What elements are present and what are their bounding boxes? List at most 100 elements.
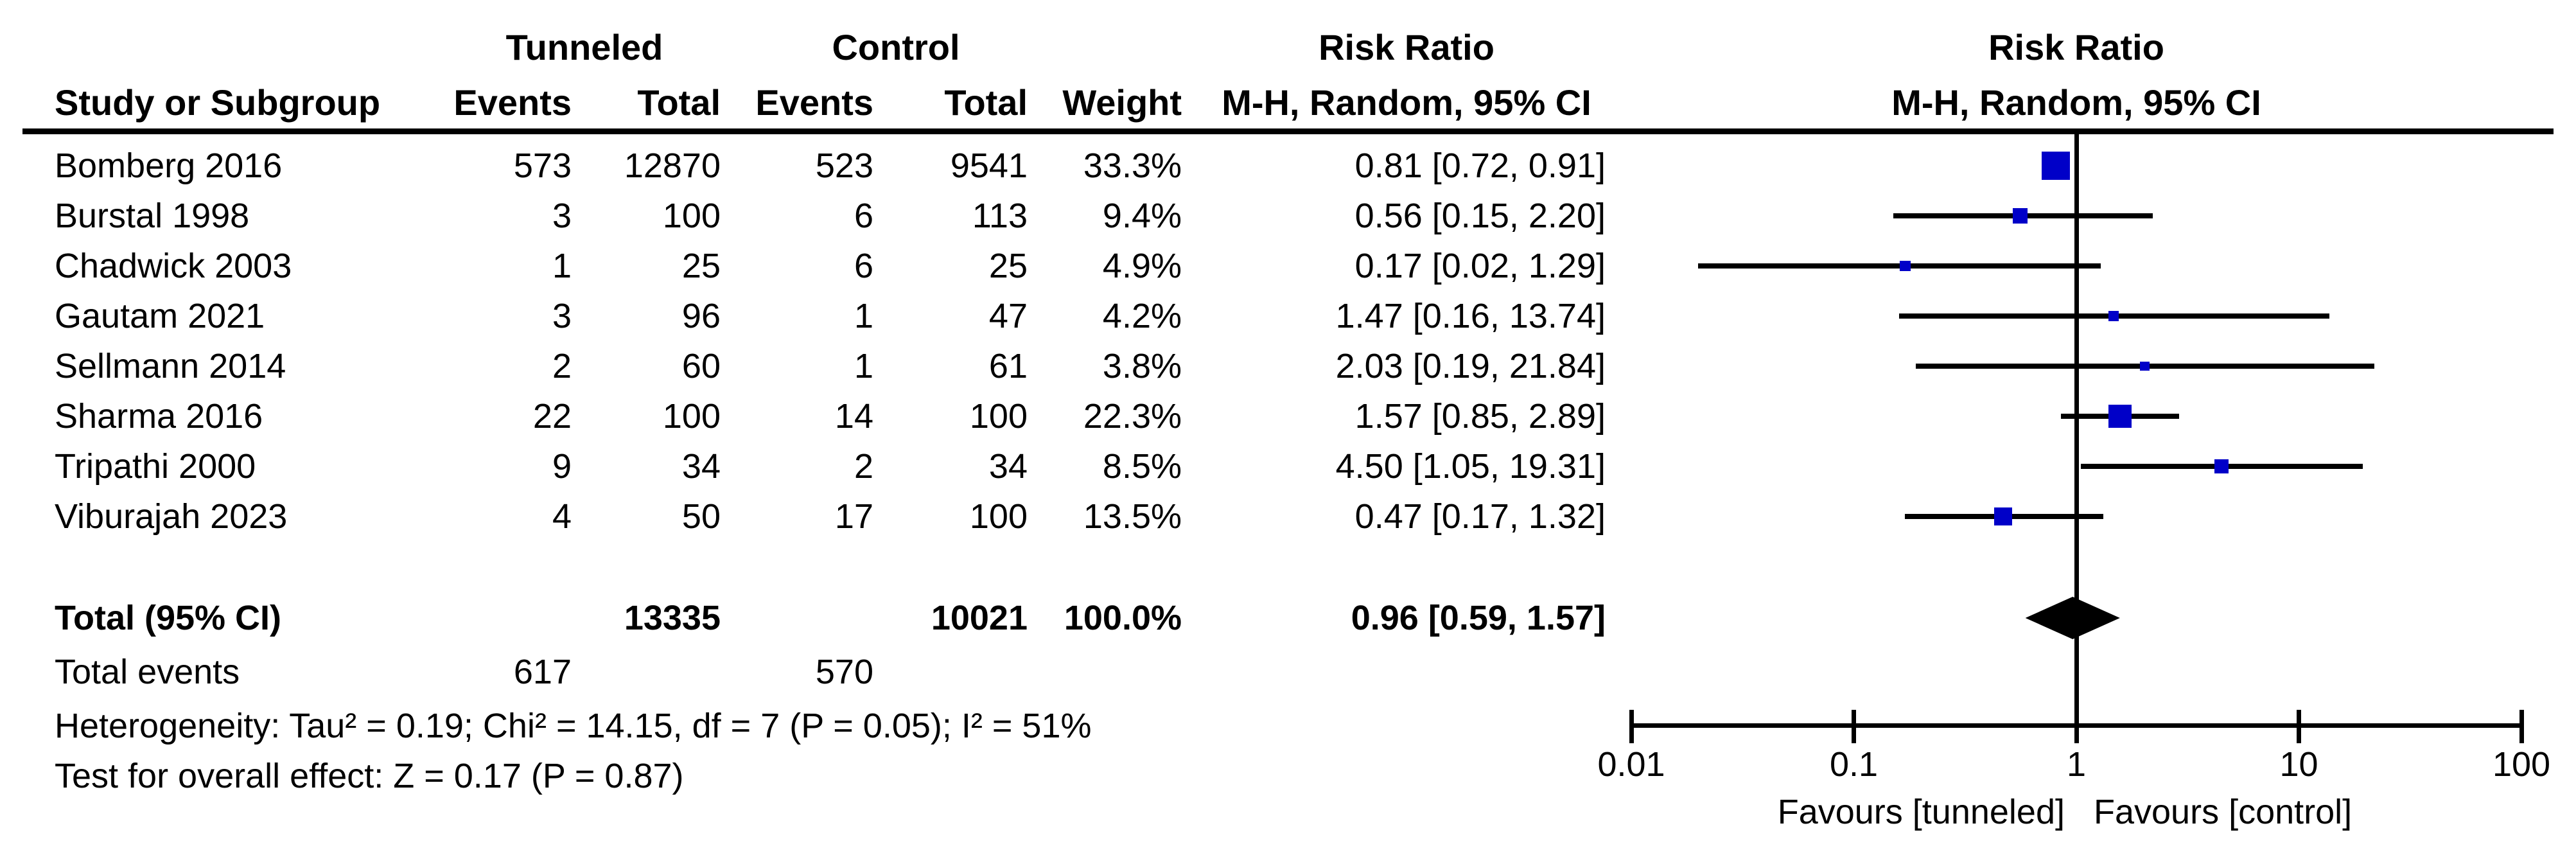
- study-row-label: Viburajah 2023: [55, 497, 288, 536]
- study-row-t_events: 3: [552, 197, 572, 235]
- study-row-t_total: 100: [662, 397, 721, 436]
- x-axis-tick-label: 0.1: [1829, 745, 1879, 784]
- study-row-t_events: 1: [552, 247, 572, 285]
- study-row-label: Gautam 2021: [55, 297, 265, 335]
- rr-plot-column-title: Risk Ratio: [1988, 27, 2164, 67]
- study-row-t_events: 22: [532, 397, 572, 436]
- heterogeneity-stats: Heterogeneity: Tau² = 0.19; Chi² = 14.15…: [55, 707, 1092, 745]
- study-row-t_events: 9: [552, 447, 572, 486]
- study-row-c_events: 2: [854, 447, 873, 486]
- study-row-c_events: 14: [834, 397, 873, 436]
- column-header-control-total: Total: [944, 82, 1028, 123]
- study-row-rr_text: 0.17 [0.02, 1.29]: [1354, 247, 1606, 285]
- favours-right-label: Favours [control]: [2094, 793, 2353, 831]
- study-row-rr_text: 2.03 [0.19, 21.84]: [1335, 347, 1606, 385]
- study-row-weight: 3.8%: [1102, 347, 1182, 385]
- study-row-weight: 13.5%: [1083, 497, 1182, 536]
- study-row-label: Bomberg 2016: [55, 146, 283, 185]
- study-row-t_total: 100: [662, 197, 721, 235]
- x-axis-tick: [2297, 710, 2301, 743]
- total-row-label: Total (95% CI): [55, 599, 282, 637]
- study-row-c_events: 17: [834, 497, 873, 536]
- x-axis-tick: [1629, 710, 1634, 743]
- study-row-t_total: 60: [681, 347, 721, 385]
- study-row-c_total: 9541: [950, 146, 1028, 185]
- column-header-tunneled-total: Total: [637, 82, 721, 123]
- study-row-t_events: 4: [552, 497, 572, 536]
- effect-square: [2042, 152, 2071, 180]
- study-row-t_total: 12870: [624, 146, 721, 185]
- ci-line: [1698, 263, 2101, 269]
- study-row-c_events: 6: [854, 197, 873, 235]
- null-effect-line: [2074, 134, 2079, 725]
- study-row-c_events: 1: [854, 347, 873, 385]
- header-divider: [22, 128, 2554, 134]
- study-row-t_events: 2: [552, 347, 572, 385]
- x-axis-tick: [2519, 710, 2524, 743]
- effect-square: [1899, 260, 1911, 272]
- study-row-c_total: 61: [988, 347, 1028, 385]
- x-axis-tick-label: 10: [2279, 745, 2318, 784]
- study-row-label: Burstal 1998: [55, 197, 250, 235]
- study-row-c_total: 34: [988, 447, 1028, 486]
- effect-square: [2140, 361, 2150, 371]
- total-row-c_total: 10021: [931, 599, 1028, 637]
- study-row-rr_text: 0.56 [0.15, 2.20]: [1354, 197, 1606, 235]
- study-row-weight: 33.3%: [1083, 146, 1182, 185]
- column-header-rr-plot: M-H, Random, 95% CI: [1891, 82, 2261, 123]
- group-header-tunneled: Tunneled: [505, 27, 663, 67]
- total-row-rr_text: 0.96 [0.59, 1.57]: [1351, 599, 1606, 637]
- study-row-t_total: 34: [681, 447, 721, 486]
- total-row-weight: 100.0%: [1064, 599, 1182, 637]
- favours-left-label: Favours [tunneled]: [1777, 793, 2065, 831]
- column-header-rr-text: M-H, Random, 95% CI: [1222, 82, 1591, 123]
- x-axis-tick: [2074, 710, 2079, 743]
- study-row-rr_text: 0.47 [0.17, 1.32]: [1354, 497, 1606, 536]
- effect-square: [2214, 459, 2229, 474]
- study-row-label: Sellmann 2014: [55, 347, 286, 385]
- study-row-weight: 22.3%: [1083, 397, 1182, 436]
- column-header-study: Study or Subgroup: [55, 82, 381, 123]
- total-events-tunneled: 617: [513, 653, 572, 691]
- study-row-c_events: 6: [854, 247, 873, 285]
- study-row-label: Tripathi 2000: [55, 447, 256, 486]
- x-axis-tick-label: 1: [2066, 745, 2087, 784]
- study-row-weight: 4.2%: [1102, 297, 1182, 335]
- study-row-rr_text: 1.57 [0.85, 2.89]: [1354, 397, 1606, 436]
- study-row-rr_text: 1.47 [0.16, 13.74]: [1335, 297, 1606, 335]
- study-row-c_total: 25: [988, 247, 1028, 285]
- study-row-rr_text: 0.81 [0.72, 0.91]: [1354, 146, 1606, 185]
- study-row-c_total: 100: [969, 497, 1028, 536]
- study-row-weight: 8.5%: [1102, 447, 1182, 486]
- study-row-t_events: 573: [513, 146, 572, 185]
- effect-square: [2108, 405, 2132, 428]
- column-header-tunneled-events: Events: [453, 82, 572, 123]
- study-row-label: Sharma 2016: [55, 397, 263, 436]
- rr-text-column-title: Risk Ratio: [1319, 27, 1494, 67]
- study-row-c_events: 1: [854, 297, 873, 335]
- total-events-label: Total events: [55, 653, 240, 691]
- column-header-control-events: Events: [755, 82, 873, 123]
- total-events-control: 570: [815, 653, 873, 691]
- study-row-c_events: 523: [815, 146, 873, 185]
- study-row-weight: 4.9%: [1102, 247, 1182, 285]
- effect-square: [2013, 208, 2028, 224]
- study-row-label: Chadwick 2003: [55, 247, 292, 285]
- total-row-t_total: 13335: [624, 599, 721, 637]
- study-row-t_total: 25: [681, 247, 721, 285]
- column-header-weight: Weight: [1062, 82, 1182, 123]
- x-axis-tick-label: 0.01: [1597, 745, 1665, 784]
- group-header-control: Control: [832, 27, 960, 67]
- study-row-c_total: 47: [988, 297, 1028, 335]
- x-axis-tick-label: 100: [2492, 745, 2551, 784]
- overall-effect-test: Test for overall effect: Z = 0.17 (P = 0…: [55, 757, 684, 795]
- study-row-rr_text: 4.50 [1.05, 19.31]: [1335, 447, 1606, 486]
- study-row-t_total: 50: [681, 497, 721, 536]
- study-row-t_events: 3: [552, 297, 572, 335]
- effect-square: [2108, 311, 2119, 321]
- x-axis-tick: [1852, 710, 1856, 743]
- effect-square: [1994, 507, 2013, 525]
- study-row-t_total: 96: [681, 297, 721, 335]
- study-row-c_total: 100: [969, 397, 1028, 436]
